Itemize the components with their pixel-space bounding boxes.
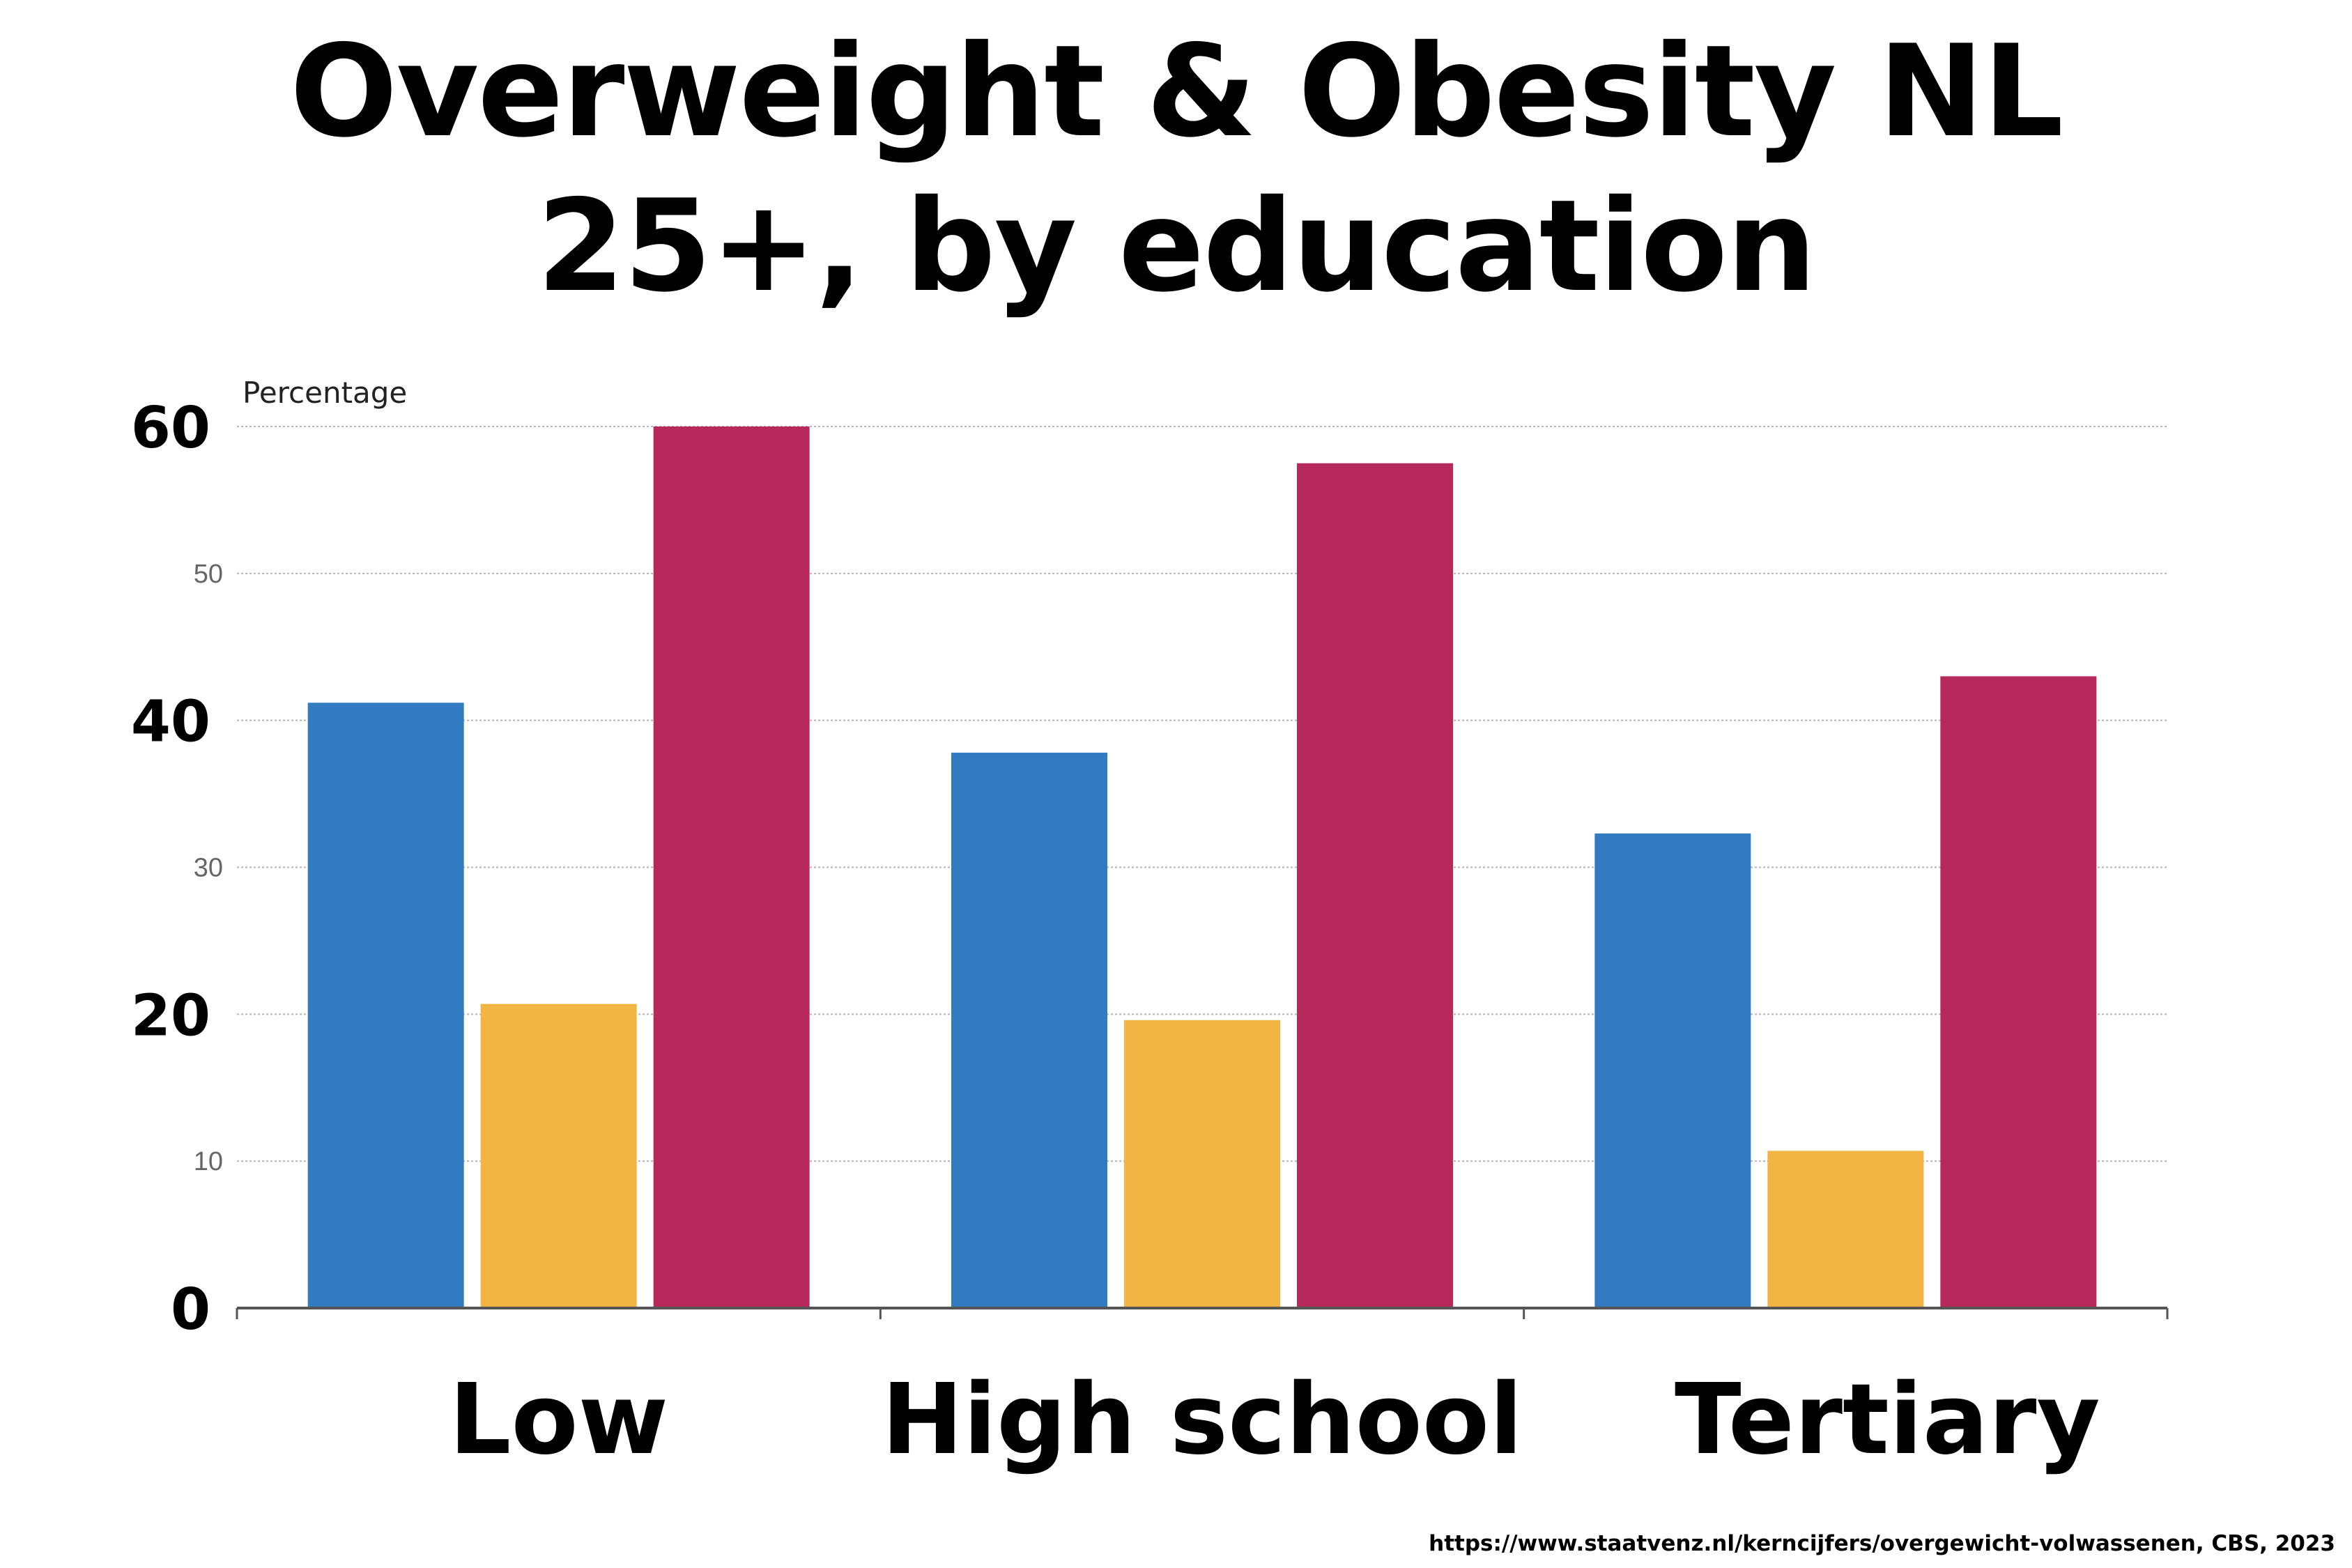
x-category-label: Low [449, 1363, 668, 1477]
bar [1124, 1020, 1280, 1308]
chart-title-line-2: 25+, by education [537, 172, 1817, 320]
y-tick-label-major: 20 [131, 983, 210, 1049]
y-tick-label: 50 [194, 560, 223, 589]
bar [1940, 676, 2097, 1308]
bar [653, 426, 810, 1308]
bar [307, 702, 464, 1308]
x-category-label: Tertiary [1675, 1363, 2100, 1477]
chart-title-line-1: Overweight & Obesity NL [289, 17, 2063, 165]
y-axis-label: Percentage [243, 376, 407, 410]
x-category-label: High school [882, 1363, 1523, 1477]
bar [951, 753, 1107, 1308]
source-citation: https://www.staatvenz.nl/kerncijfers/ove… [1429, 1531, 2335, 1556]
y-tick-label: 10 [194, 1147, 223, 1176]
bar [1594, 833, 1751, 1308]
y-tick-label-major: 60 [131, 395, 210, 461]
y-tick-label-major: 0 [171, 1277, 210, 1343]
bar [1767, 1151, 1924, 1308]
y-tick-label-major: 40 [131, 689, 210, 755]
bar [480, 1004, 637, 1308]
y-tick-label: 30 [194, 854, 223, 883]
bar [1297, 463, 1453, 1309]
